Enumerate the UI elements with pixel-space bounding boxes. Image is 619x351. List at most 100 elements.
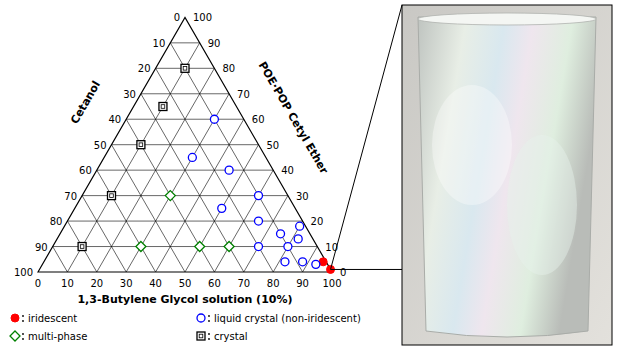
data-point [255, 192, 263, 200]
grid-line [170, 42, 199, 43]
grid-line [156, 119, 244, 272]
grid-line [67, 43, 199, 272]
tick-label: 70 [64, 191, 77, 202]
tick-label: 20 [138, 63, 151, 74]
tick-label: 90 [296, 278, 309, 289]
marker-inner [110, 194, 114, 198]
tick-label: 60 [252, 114, 265, 125]
grid-line [214, 170, 273, 272]
legend-colon [208, 338, 210, 340]
tick-label: 90 [35, 242, 48, 253]
data-point [136, 242, 146, 252]
data-point [277, 230, 285, 238]
sheen [507, 135, 577, 275]
marker-inner [139, 143, 143, 147]
triangle-frame [38, 17, 332, 272]
data-point [284, 243, 292, 251]
data-point [108, 192, 116, 200]
tick-label: 90 [208, 38, 221, 49]
data-point [188, 153, 196, 161]
marker-inner [183, 67, 187, 71]
tick-label: 30 [120, 278, 133, 289]
grid-line [141, 94, 244, 272]
marker-inner [161, 105, 165, 109]
tick-label: 50 [94, 140, 107, 151]
tick-label: 0 [35, 278, 41, 289]
callout-line [331, 5, 402, 269]
glass-rim [418, 13, 596, 25]
tick-label: 20 [90, 278, 103, 289]
data-point [181, 64, 189, 72]
data-point [210, 115, 218, 123]
grid-line [112, 145, 186, 272]
legend-colon [208, 315, 210, 317]
grid-line [97, 68, 215, 272]
tick-label: 10 [61, 278, 74, 289]
tick-label: 80 [222, 63, 235, 74]
marker-inner [80, 245, 84, 249]
tick-label: 80 [267, 278, 280, 289]
grid-line [53, 247, 68, 272]
data-point [78, 243, 86, 251]
grid-line [170, 43, 302, 272]
photo-frame [402, 5, 612, 345]
glass [418, 17, 596, 337]
marker-inner [199, 334, 203, 338]
legend-marker [10, 331, 20, 341]
photo-background [402, 5, 612, 345]
tick-label: 80 [50, 216, 63, 227]
legend-colon [208, 320, 210, 322]
chart: 0102030405060708090100010203040506070809… [0, 0, 619, 351]
grid-line [82, 196, 126, 272]
grid-line [141, 93, 229, 94]
data-point [225, 166, 233, 174]
tick-label: 70 [237, 89, 250, 100]
axis-title: 1,3-Butylene Glycol solution (10%) [77, 293, 292, 306]
axis-title: Cetanol [68, 79, 103, 127]
tick-label: 60 [208, 278, 221, 289]
legend-label: liquid crystal (non-iridescent) [214, 313, 361, 324]
tick-label: 100 [193, 12, 212, 23]
marks [78, 64, 334, 273]
data-point [195, 242, 205, 252]
tick-label: 40 [281, 165, 294, 176]
grid-line [53, 246, 318, 247]
data-point [281, 258, 289, 266]
legend-label: multi-phase [28, 331, 87, 342]
legend-marker [197, 314, 205, 322]
tick-label: 30 [296, 191, 309, 202]
data-point [312, 260, 320, 268]
tick-label: 40 [108, 114, 121, 125]
grid-line [112, 144, 259, 145]
tick-label: 0 [174, 12, 180, 23]
data-point [159, 103, 167, 111]
tick-label: 40 [149, 278, 162, 289]
data-point [255, 217, 263, 225]
legend-colon [22, 333, 24, 335]
data-point [165, 191, 175, 201]
tick-label: 20 [311, 216, 324, 227]
grid-line [185, 145, 259, 272]
legend-label: crystal [214, 331, 248, 342]
grid-line [126, 94, 229, 272]
data-point [224, 242, 234, 252]
callout-line [331, 269, 402, 270]
tick-label: 70 [237, 278, 250, 289]
tick-label: 10 [153, 38, 166, 49]
data-point [296, 222, 304, 230]
tick-label: 50 [267, 140, 280, 151]
data-point [299, 258, 307, 266]
tick-label: 100 [14, 267, 33, 278]
legend: iridescent liquid crystal (non-iridescent… [10, 313, 361, 342]
tick-label: 50 [179, 278, 192, 289]
legend-label: iridescent [28, 313, 77, 324]
tick-label: 0 [340, 267, 346, 278]
photo [402, 5, 612, 345]
data-point [294, 235, 302, 243]
legend-colon [22, 320, 24, 322]
data-point [218, 204, 226, 212]
tick-label: 100 [322, 278, 341, 289]
data-point [255, 243, 263, 251]
legend-marker [11, 314, 19, 322]
tick-label: 60 [79, 165, 92, 176]
